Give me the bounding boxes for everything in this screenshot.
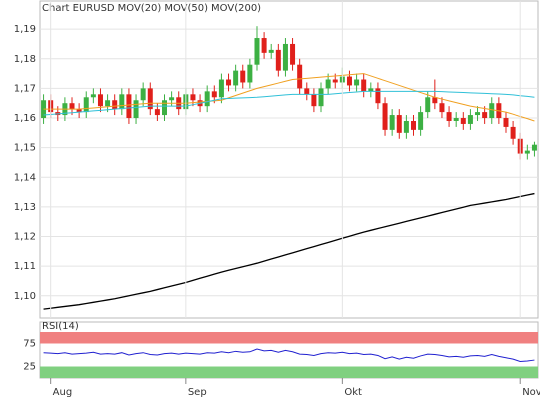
candle-body [460,118,466,124]
candle-body [76,109,82,113]
y-tick-label: 1,11 [14,261,36,272]
candle-body [432,97,438,104]
candle-body [119,94,125,110]
candle-body [140,88,146,101]
x-tick-label: Nov [522,387,540,398]
y-tick-label: 1,12 [14,232,36,243]
series-line [43,348,535,362]
candle-body [503,118,509,127]
candle-body [375,88,381,104]
candle-body [475,112,481,116]
candle-body [318,88,324,107]
series-line [43,192,535,310]
candle-body [247,64,253,83]
candle-body [69,103,75,110]
candle-body [311,94,317,107]
candle-body [439,103,445,113]
candle-body [510,126,516,139]
candle-body [97,94,103,107]
candle-body [126,94,132,119]
candle-body [368,88,374,92]
candle-body [361,79,367,92]
candle-body [204,91,210,107]
candle-body [304,88,310,95]
candle-body [275,49,281,71]
y-tick-label: 1,15 [14,143,36,154]
x-tick-label: Okt [344,387,362,398]
series-line [43,73,535,122]
candle-body [524,150,530,154]
y-tick-label: 1,10 [14,291,36,302]
y-tick-label: 1,19 [14,24,36,35]
overbought-band [40,332,538,344]
chart-title: Chart EURUSD [42,3,115,14]
candle-body [389,115,395,130]
candle-body [41,100,47,119]
candle-body [154,109,160,116]
candle-body [261,38,267,53]
candle-body [233,70,239,86]
candle-body [112,100,118,110]
candle-body [325,79,331,89]
candle-body [482,112,488,119]
y-tick-label: 75 [23,339,36,350]
candle-body [297,64,303,89]
y-tick-label: 1,17 [14,83,36,94]
series-line [43,90,535,116]
candle-body [240,70,246,83]
y-tick-label: 1,16 [14,113,36,124]
candle-body [282,43,288,71]
candle-body [268,49,274,53]
legend-entry: MOV(20) [118,3,162,14]
candle-body [290,43,296,65]
candle-body [531,144,537,151]
y-tick-label: 1,13 [14,202,36,213]
candle-body [169,97,175,101]
candle-body [147,88,153,110]
candle-body [382,103,388,130]
candle-body [162,100,167,116]
y-tick-label: 1,14 [14,172,36,183]
candle-body [396,115,402,133]
candle-body [453,118,459,121]
candle-body [425,97,431,113]
x-tick-label: Aug [53,387,73,398]
candle-body [83,97,89,113]
candle-body [418,112,424,130]
candle-body [446,112,452,121]
candle-body [467,115,473,124]
candle-body [254,38,260,65]
oversold-band [40,366,538,378]
x-tick-label: Sep [188,387,207,398]
legend-entry: MOV(200) [211,3,261,14]
panel-title: RSI(14) [42,321,79,332]
candle-body [211,91,217,98]
y-tick-label: 25 [23,362,36,373]
y-tick-label: 1,18 [14,54,36,65]
candle-body [346,76,352,86]
candle-body [190,94,196,101]
candle-body [332,79,338,83]
main-frame [39,0,539,319]
candle-body [489,103,495,119]
candle-body [218,79,224,98]
candle-body [226,79,232,86]
candle-body [411,120,416,130]
candle-body [354,79,360,86]
candle-body [105,100,111,107]
candle-body [90,94,96,98]
candle-body [403,120,409,133]
candle-body [133,100,139,119]
